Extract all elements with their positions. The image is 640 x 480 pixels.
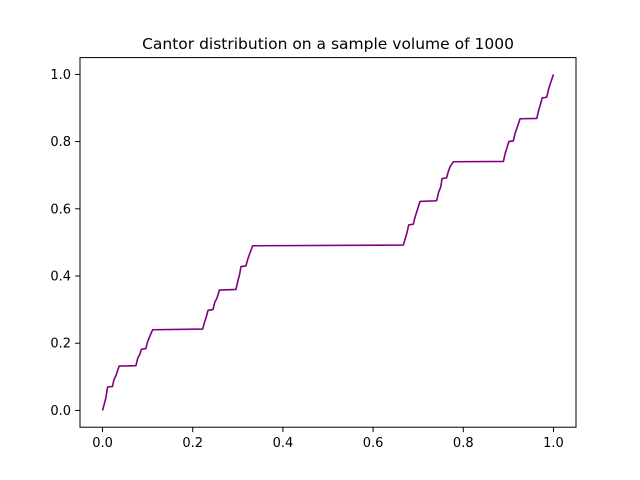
x-tick-label: 1.0 xyxy=(543,436,564,451)
x-tick-label: 0.8 xyxy=(453,436,474,451)
y-tick-label: 0.8 xyxy=(50,135,71,150)
chart-title: Cantor distribution on a sample volume o… xyxy=(142,35,514,53)
axes-frame xyxy=(79,57,577,428)
y-tick-label: 0.4 xyxy=(50,270,71,285)
y-tick-label: 0.0 xyxy=(50,404,71,419)
series-line-0 xyxy=(101,74,555,411)
x-tick-label: 0.0 xyxy=(92,436,113,451)
x-tick-label: 0.6 xyxy=(363,436,384,451)
x-axis: 0.0 0.2 0.4 0.6 0.8 1.0 xyxy=(92,427,564,451)
x-tick-label: 0.4 xyxy=(273,436,294,451)
y-axis: 0.0 0.2 0.4 0.6 0.8 1.0 xyxy=(50,68,80,419)
y-tick-label: 1.0 xyxy=(50,68,71,83)
y-tick-label: 0.6 xyxy=(50,202,71,217)
y-tick-label: 0.2 xyxy=(50,337,71,352)
plot-area xyxy=(101,74,555,411)
x-tick-label: 0.2 xyxy=(182,436,203,451)
